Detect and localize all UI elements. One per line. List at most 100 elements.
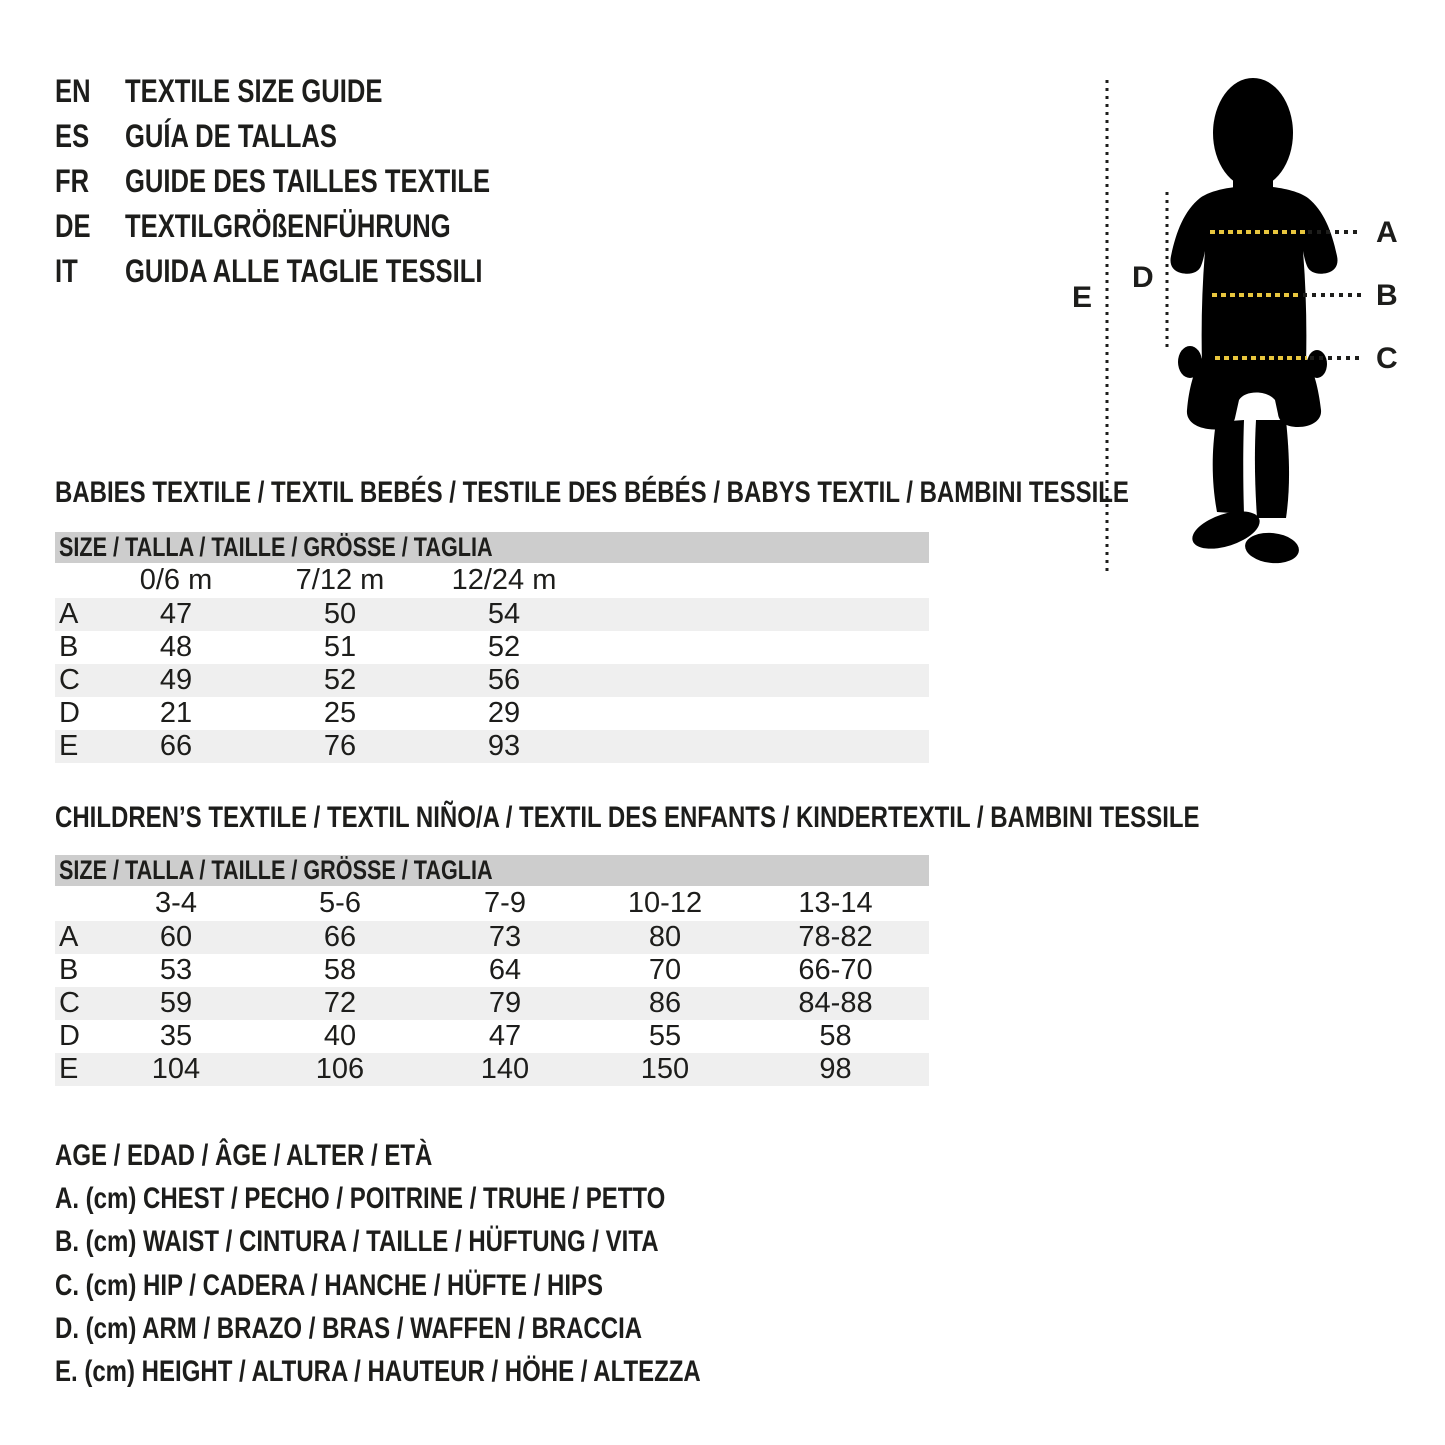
table-cell: 98 [819,1053,852,1085]
table-cell: 40 [323,1020,357,1052]
label-b: B [1376,279,1398,312]
language-title-list: EN TEXTILE SIZE GUIDE ES GUÍA DE TALLAS … [55,69,581,294]
table-cell: 79 [488,987,522,1019]
row-label: E [59,1053,79,1085]
column-header: 7/12 m [295,564,385,596]
children-size-table: SIZE / TALLA / TAILLE / GRÖSSE / TAGLIA … [55,855,929,1086]
row-label: A [59,921,79,953]
legend-height: E. (cm) HEIGHT / ALTURA / HAUTEUR / HÖHE… [55,1350,862,1393]
table-cell: 56 [487,664,521,696]
label-a: A [1376,216,1398,249]
measurement-figure: E D A B C [1072,78,1398,573]
table-cell: 50 [323,598,357,630]
label-d: D [1132,261,1154,294]
legend-age: AGE / EDAD / ÂGE / ALTER / ETÀ [55,1134,862,1177]
table-cell: 35 [159,1020,193,1052]
babies-row-a: A 47 50 54 [55,598,929,631]
row-label: D [59,697,80,729]
language-code: ES [55,118,90,154]
column-header: 3-4 [155,887,197,919]
children-heading-text: CHILDREN’S TEXTILE / TEXTIL NIÑO/A / TEX… [55,801,1200,834]
guide-title-de: TEXTILGRÖßENFÜHRUNG [125,208,451,244]
row-label: D [59,1020,80,1052]
table-cell: 48 [159,631,193,663]
babies-row-e: E 66 76 93 [55,730,929,763]
language-row-en: EN TEXTILE SIZE GUIDE [55,69,581,114]
row-label: B [59,631,79,663]
table-cell: 58 [323,954,357,986]
table-cell: 70 [648,954,682,986]
language-row-es: ES GUÍA DE TALLAS [55,114,581,159]
table-cell: 53 [159,954,193,986]
table-cell: 106 [315,1053,365,1085]
legend-waist: B. (cm) WAIST / CINTURA / TAILLE / HÜFTU… [55,1221,862,1264]
language-code: IT [55,253,78,289]
table-cell: 73 [488,921,522,953]
table-cell: 58 [819,1020,852,1052]
children-section-heading: CHILDREN’S TEXTILE / TEXTIL NIÑO/A / TEX… [55,801,1445,834]
table-cell: 150 [640,1053,690,1085]
babies-row-d: D 21 25 29 [55,697,929,730]
table-cell: 86 [648,987,682,1019]
guide-title-es: GUÍA DE TALLAS [125,118,337,154]
table-cell: 104 [151,1053,201,1085]
column-header: 10-12 [627,887,703,919]
table-cell: 55 [648,1020,682,1052]
children-row-e: E 104 106 140 150 98 [55,1053,929,1086]
table-cell: 47 [159,598,193,630]
column-header: 0/6 m [139,564,213,596]
legend-waist-text: B. (cm) WAIST / CINTURA / TAILLE / HÜFTU… [55,1225,659,1259]
size-header-label: SIZE / TALLA / TAILLE / GRÖSSE / TAGLIA [59,855,493,885]
babies-row-b: B 48 51 52 [55,631,929,664]
table-cell: 76 [323,730,357,762]
guide-title-it: GUIDA ALLE TAGLIE TESSILI [125,253,483,289]
language-row-de: DE TEXTILGRÖßENFÜHRUNG [55,204,581,249]
table-cell: 78-82 [798,921,873,953]
children-column-header-row: 3-4 5-6 7-9 10-12 13-14 [55,886,929,921]
legend-chest-text: A. (cm) CHEST / PECHO / POITRINE / TRUHE… [55,1181,666,1215]
table-cell: 51 [323,631,357,663]
babies-row-c: C 49 52 56 [55,664,929,697]
legend-age-text: AGE / EDAD / ÂGE / ALTER / ETÀ [55,1138,433,1172]
row-label: A [59,598,79,630]
table-cell: 60 [159,921,193,953]
children-row-a: A 60 66 73 80 78-82 [55,921,929,954]
table-cell: 66 [323,921,357,953]
row-label: B [59,954,79,986]
row-label: E [59,730,79,762]
language-row-fr: FR GUIDE DES TAILLES TEXTILE [55,159,581,204]
language-code: DE [55,208,91,244]
label-e: E [1072,281,1092,314]
children-row-d: D 35 40 47 55 58 [55,1020,929,1053]
table-cell: 47 [488,1020,522,1052]
table-cell: 84-88 [798,987,873,1019]
language-code: EN [55,73,91,109]
table-cell: 52 [487,631,521,663]
row-label: C [59,987,80,1019]
children-size-header-bar: SIZE / TALLA / TAILLE / GRÖSSE / TAGLIA [55,855,929,886]
column-header: 13-14 [798,887,873,919]
babies-column-header-row: 0/6 m 7/12 m 12/24 m [55,563,929,598]
table-cell: 59 [159,987,193,1019]
babies-heading-text: BABIES TEXTILE / TEXTIL BEBÉS / TESTILE … [55,476,1129,509]
table-cell: 52 [323,664,357,696]
table-cell: 140 [480,1053,530,1085]
children-row-c: C 59 72 79 86 84-88 [55,987,929,1020]
legend-arm: D. (cm) ARM / BRAZO / BRAS / WAFFEN / BR… [55,1307,862,1350]
legend-hip: C. (cm) HIP / CADERA / HANCHE / HÜFTE / … [55,1264,862,1307]
guide-title-fr: GUIDE DES TAILLES TEXTILE [125,163,491,199]
table-cell: 29 [487,697,521,729]
table-cell: 54 [487,598,521,630]
children-row-b: B 53 58 64 70 66-70 [55,954,929,987]
language-code: FR [55,163,90,199]
language-row-it: IT GUIDA ALLE TAGLIE TESSILI [55,249,581,294]
table-cell: 25 [323,697,357,729]
column-header: 12/24 m [451,564,557,596]
size-header-label: SIZE / TALLA / TAILLE / GRÖSSE / TAGLIA [59,532,493,562]
measurement-legend: AGE / EDAD / ÂGE / ALTER / ETÀ A. (cm) C… [55,1134,862,1394]
table-cell: 66 [159,730,193,762]
column-header: 5-6 [319,887,361,919]
babies-size-table: SIZE / TALLA / TAILLE / GRÖSSE / TAGLIA … [55,532,929,763]
legend-height-text: E. (cm) HEIGHT / ALTURA / HAUTEUR / HÖHE… [55,1355,701,1389]
table-cell: 72 [323,987,357,1019]
